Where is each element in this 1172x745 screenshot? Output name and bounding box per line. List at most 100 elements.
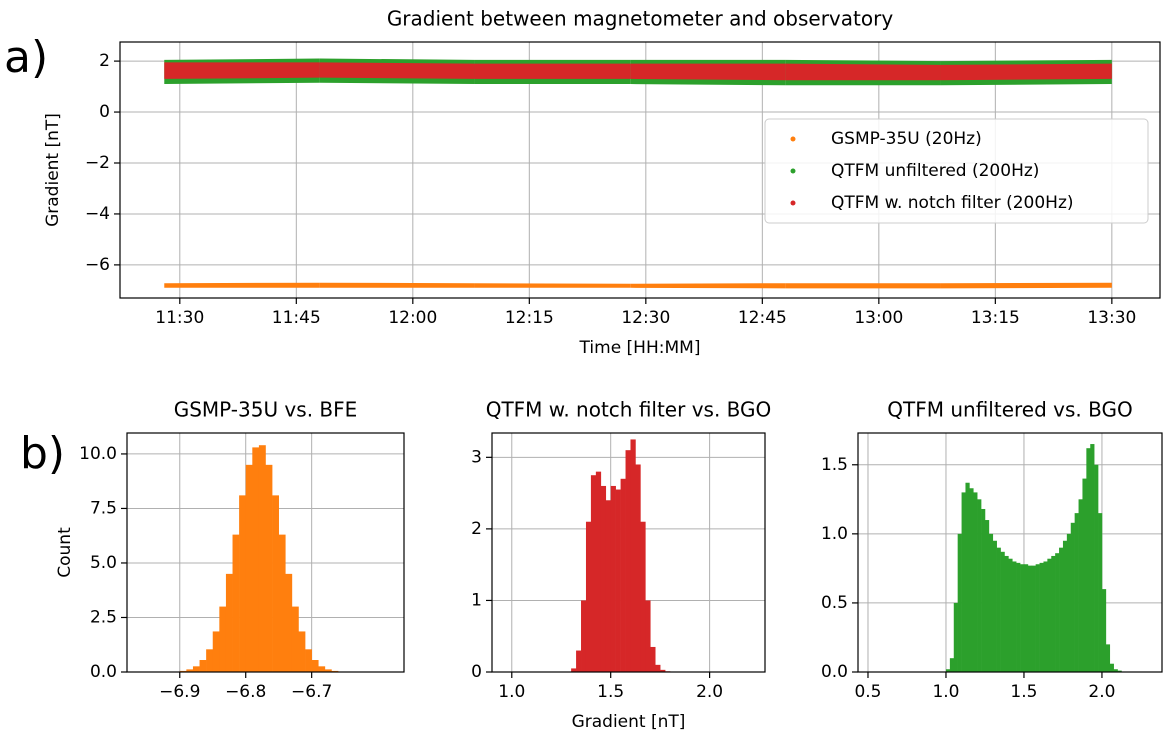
data-band: [940, 63, 1112, 81]
hist-bar: [1055, 553, 1060, 672]
hist-bar: [984, 520, 990, 672]
y-tick-label: 2: [471, 519, 482, 539]
panel-label: b): [20, 428, 65, 479]
y-tick-label: 0.5: [821, 593, 848, 613]
x-tick-label: 1.0: [498, 682, 525, 702]
y-tick-label: 0.0: [821, 662, 848, 682]
hist-bar: [1062, 540, 1068, 672]
hist-bar: [1035, 564, 1040, 672]
x-tick-label: 1.5: [597, 682, 624, 702]
plot-frame: [126, 432, 405, 673]
y-tick-label: 1.5: [821, 455, 848, 475]
hist-bar: [232, 534, 240, 672]
data-band: [474, 283, 631, 288]
hist-bar: [298, 631, 306, 672]
y-axis-label: Count: [55, 527, 75, 578]
hist-bar: [1059, 547, 1064, 672]
x-tick-label: 1.0: [932, 682, 959, 702]
y-tick-label: −6: [85, 255, 110, 275]
hist-bar: [605, 500, 611, 672]
hist-bar: [620, 478, 626, 672]
hist-bar: [1020, 564, 1025, 672]
x-tick-label: 0.5: [854, 682, 881, 702]
hist-bar: [1070, 522, 1075, 672]
panel-label: a): [4, 32, 48, 83]
hist-bar: [324, 669, 332, 672]
hist-bar: [610, 485, 616, 672]
y-tick-label: 2.5: [90, 607, 117, 627]
hist-bar: [600, 485, 607, 672]
hist-bar: [988, 533, 994, 672]
hist-bar: [272, 495, 279, 672]
hist-bar: [1008, 558, 1013, 672]
chart-title: QTFM w. notch filter vs. BGO: [486, 398, 772, 422]
hist-bar: [1066, 533, 1072, 672]
y-axis-label: Gradient [nT]: [43, 113, 63, 227]
legend-marker: [790, 136, 796, 142]
y-tick-label: 2: [99, 51, 110, 71]
y-tick-label: 0: [99, 102, 110, 122]
y-tick-label: 3: [471, 447, 482, 467]
hist-bar: [585, 521, 592, 672]
x-tick-label: 12:30: [621, 308, 670, 328]
hist-bar: [1004, 555, 1009, 672]
plot-frame: [119, 41, 1161, 299]
hist-bar: [278, 534, 286, 672]
x-axis-label: Gradient [nT]: [572, 712, 686, 732]
legend-label: QTFM unfiltered (200Hz): [831, 161, 1039, 181]
panel: 0.5 1.0 1.5 2.0 0.0 0.5 1.0 1.5 QTFM unfiltered …: [821, 398, 1163, 702]
data-band: [940, 282, 1112, 289]
hist-bar: [265, 464, 273, 672]
x-tick-label: 2.0: [1088, 682, 1115, 702]
x-tick-label: 13:30: [1087, 308, 1136, 328]
hist-bar: [949, 658, 955, 672]
data-band: [164, 62, 320, 79]
legend-box: [764, 118, 1149, 224]
x-tick-label: 12:00: [388, 308, 437, 328]
hist-bar: [615, 489, 621, 672]
hist-bar: [965, 482, 970, 672]
hist-bar: [977, 499, 982, 672]
hist-bar: [1031, 565, 1036, 672]
hist-bar: [206, 649, 214, 672]
x-tick-label: 13:15: [971, 308, 1020, 328]
hist-bar: [1094, 464, 1099, 672]
hist-bar: [252, 447, 260, 672]
hist-bar: [199, 660, 207, 672]
hist-bar: [957, 533, 962, 672]
plot-frame: [491, 432, 766, 673]
hist-bar: [239, 495, 247, 672]
x-axis-label: Time [HH:MM]: [579, 338, 701, 358]
hist-bar: [996, 547, 1001, 672]
data-band: [785, 283, 941, 289]
y-tick-label: 1.0: [821, 524, 848, 544]
hist-bar: [1113, 669, 1118, 672]
x-tick-label: 12:15: [505, 308, 554, 328]
data-band: [474, 63, 631, 79]
hist-bar: [1086, 448, 1091, 672]
legend-marker: [790, 168, 796, 174]
hist-bar: [969, 488, 974, 672]
x-tick-label: 12:45: [738, 308, 787, 328]
hist-bar: [1109, 663, 1114, 672]
hist-bar: [945, 669, 951, 672]
x-tick-label: 11:30: [155, 308, 204, 328]
hist-bar: [1101, 589, 1107, 672]
panel: −6.9 −6.8 −6.7 0.0 2.5 5.0 7.5 10.0 GSMP-35U vs.…: [20, 398, 405, 702]
y-tick-label: −4: [85, 204, 110, 224]
hist-bar: [192, 666, 200, 672]
hist-bar: [645, 600, 651, 672]
data-band: [164, 282, 320, 288]
hist-bar: [973, 492, 978, 672]
hist-bar: [635, 464, 641, 672]
hist-bar: [1090, 444, 1095, 672]
hist-bar: [595, 471, 602, 672]
legend-label: GSMP-35U (20Hz): [831, 129, 982, 149]
y-tick-label: 0: [471, 662, 482, 682]
chart-title: GSMP-35U vs. BFE: [174, 398, 358, 422]
hist-bar: [630, 439, 636, 672]
y-tick-label: 10.0: [79, 444, 117, 464]
panel: 1.0 1.5 2.0 0 1 2 3 QTFM w. notch filter vs. BG…: [471, 398, 771, 733]
y-tick-label: 0.0: [90, 662, 117, 682]
hist-bar: [660, 669, 666, 672]
